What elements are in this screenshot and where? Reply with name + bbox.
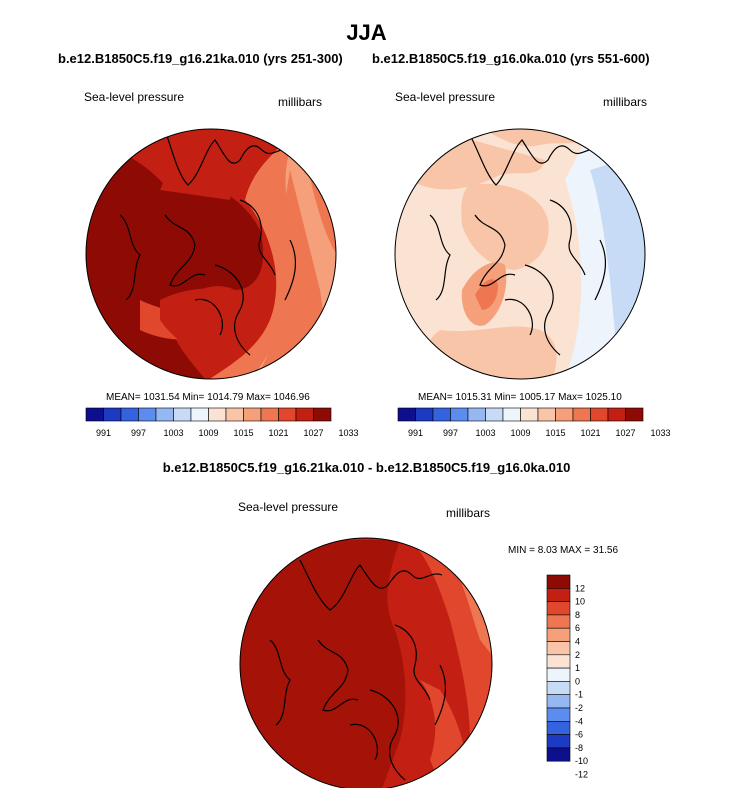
panel3-variable-label: Sea-level pressure [238, 500, 339, 514]
colorbar-box [243, 407, 262, 422]
colorbar-tick-label: 1033 [338, 428, 358, 438]
colorbar-box [520, 407, 539, 422]
season-title: JJA [346, 20, 387, 45]
colorbar-tick-label: -8 [575, 743, 583, 753]
colorbar-tick-label: 1 [575, 663, 580, 673]
colorbar-box [546, 601, 571, 616]
colorbar-tick-label: 1015 [545, 428, 565, 438]
colorbar-box [278, 407, 297, 422]
colorbar-box [546, 747, 571, 762]
colorbar-tick-label: 991 [408, 428, 423, 438]
colorbar-box [415, 407, 434, 422]
colorbar-box [313, 407, 332, 422]
colorbar-tick-label: 1033 [650, 428, 670, 438]
panel2-units-label: millibars [603, 95, 648, 109]
colorbar-panel2: 991 997 1003 1009 1015 1021 1027 1033 [397, 407, 671, 438]
colorbar-tick-label: 1009 [198, 428, 218, 438]
colorbar-box [432, 407, 451, 422]
colorbar-tick-label: 997 [443, 428, 458, 438]
panel1-variable-label: Sea-level pressure [84, 90, 185, 104]
colorbar-panel1: 991 997 1003 1009 1015 1021 1027 1033 [85, 407, 359, 438]
colorbar-box [208, 407, 227, 422]
colorbar-tick-label: 1003 [475, 428, 495, 438]
colorbar-box [546, 654, 571, 669]
colorbar-box [295, 407, 314, 422]
colorbar-box [225, 407, 244, 422]
colorbar-box [467, 407, 486, 422]
colorbar-box [546, 720, 571, 735]
colorbar-box [607, 407, 626, 422]
panel3-title: b.e12.B1850C5.f19_g16.21ka.010 - b.e12.B… [162, 460, 571, 475]
colorbar-box [555, 407, 574, 422]
colorbar-box [625, 407, 644, 422]
panel1-units-label: millibars [278, 95, 323, 109]
colorbar-tick-label: 2 [575, 650, 580, 660]
panel1-stats: MEAN= 1031.54 Min= 1014.79 Max= 1046.96 [106, 392, 310, 403]
colorbar-box [546, 627, 571, 642]
colorbar-box [546, 574, 571, 589]
colorbar-tick-label: 1021 [268, 428, 288, 438]
colorbar-tick-label: 1021 [580, 428, 600, 438]
panel2-stats: MEAN= 1015.31 Min= 1005.17 Max= 1025.10 [418, 392, 622, 403]
colorbar-box [546, 641, 571, 656]
colorbar-tick-label: 1003 [163, 428, 183, 438]
panel3-stats: MIN = 8.03 MAX = 31.56 [508, 545, 619, 556]
colorbar-tick-label: 991 [96, 428, 111, 438]
colorbar-box [546, 614, 571, 629]
map1-field [86, 129, 336, 379]
colorbar-box [590, 407, 609, 422]
colorbar-box [546, 681, 571, 696]
panel3-units-label: millibars [446, 506, 491, 520]
colorbar-box [546, 707, 571, 722]
colorbar-box [190, 407, 209, 422]
colorbar-tick-label: 8 [575, 610, 580, 620]
colorbar-tick-label: 997 [131, 428, 146, 438]
colorbar-box [397, 407, 416, 422]
colorbar-tick-label: -12 [575, 770, 588, 780]
colorbar-tick-label: 1009 [510, 428, 530, 438]
colorbar-tick-label: -4 [575, 716, 583, 726]
colorbar-box [546, 587, 571, 602]
colorbar-tick-label: -6 [575, 730, 583, 740]
panel2-variable-label: Sea-level pressure [395, 90, 496, 104]
colorbar-box [546, 694, 571, 709]
colorbar-box [537, 407, 556, 422]
colorbar-box [85, 407, 104, 422]
colorbar-tick-label: 4 [575, 637, 580, 647]
colorbar-box [546, 734, 571, 749]
colorbar-tick-label: 1015 [233, 428, 253, 438]
colorbar-box [546, 667, 571, 682]
colorbar-box [103, 407, 122, 422]
colorbar-box [138, 407, 157, 422]
colorbar-box [485, 407, 504, 422]
colorbar-tick-label: -1 [575, 690, 583, 700]
colorbar-tick-label: -2 [575, 703, 583, 713]
panel1-title: b.e12.B1850C5.f19_g16.21ka.010 (yrs 251-… [58, 51, 343, 66]
panel2-title: b.e12.B1850C5.f19_g16.0ka.010 (yrs 551-6… [372, 51, 650, 66]
colorbar-tick-label: 6 [575, 623, 580, 633]
colorbar-tick-label: 10 [575, 597, 585, 607]
colorbar-box [173, 407, 192, 422]
colorbar-tick-label: 12 [575, 583, 585, 593]
colorbar-tick-label: 0 [575, 676, 580, 686]
colorbar-box [572, 407, 591, 422]
colorbar-box [260, 407, 279, 422]
colorbar-box [502, 407, 521, 422]
colorbar-box [155, 407, 174, 422]
colorbar-tick-label: -10 [575, 756, 588, 766]
colorbar-box [450, 407, 469, 422]
colorbar-tick-label: 1027 [303, 428, 323, 438]
colorbar-tick-label: 1027 [615, 428, 635, 438]
colorbar-box [120, 407, 139, 422]
map2-field [395, 129, 645, 379]
